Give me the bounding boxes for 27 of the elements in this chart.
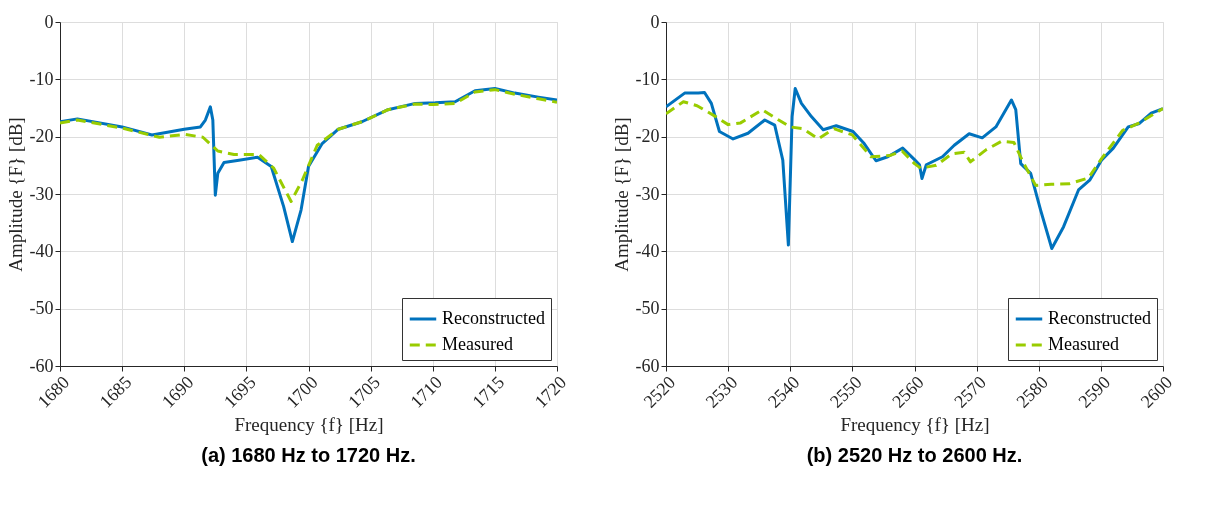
y-axis-title: Amplitude {F} [dB]: [4, 117, 26, 272]
legend-label: Reconstructed: [442, 308, 545, 328]
text: (b) 2520 Hz to 2600 Hz.: [806, 444, 1023, 467]
y-tick-label: -50: [29, 298, 54, 319]
y-tick-label: -10: [29, 68, 54, 89]
y-tick-label: -60: [29, 355, 54, 376]
text: (a) 1680 Hz to 1720 Hz.: [201, 444, 416, 467]
legend-label: Measured: [1048, 334, 1119, 354]
y-tick-label: -20: [29, 126, 54, 147]
y-tick-label: -40: [635, 240, 660, 261]
y-tick-label: -50: [635, 298, 660, 319]
y-tick-label: -30: [29, 183, 54, 204]
legend-label: Reconstructed: [1048, 308, 1151, 328]
y-tick-label: 0: [44, 11, 54, 32]
y-tick-label: -40: [29, 240, 54, 261]
x-axis-title: Frequency {f} [Hz]: [840, 413, 990, 435]
y-tick-label: -30: [635, 183, 660, 204]
legend-label: Measured: [442, 334, 513, 354]
y-tick-label: 0: [650, 11, 660, 32]
y-axis-title: Amplitude {F} [dB]: [610, 117, 632, 272]
y-tick-label: -10: [635, 68, 660, 89]
x-axis-title: Frequency {f} [Hz]: [234, 413, 384, 435]
y-tick-label: -60: [635, 355, 660, 376]
y-tick-label: -20: [635, 126, 660, 147]
line-series: [666, 87, 1163, 250]
line-series: [60, 88, 557, 203]
line-series: [666, 100, 1163, 187]
